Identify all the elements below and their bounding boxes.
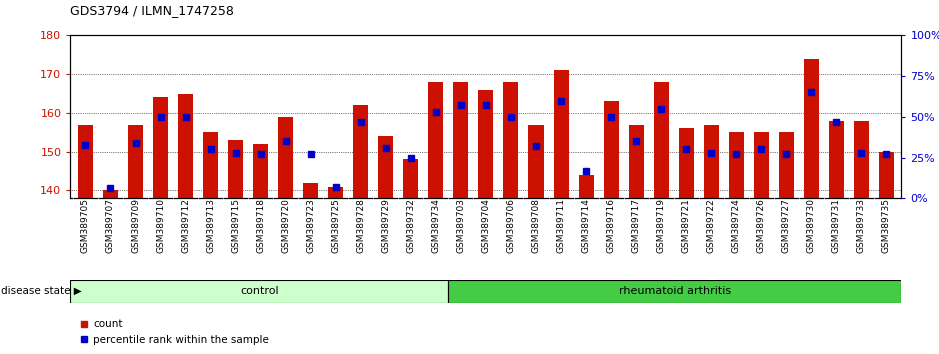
Bar [228,140,243,198]
Bar [829,121,844,198]
Text: GSM389706: GSM389706 [506,198,516,253]
Bar [654,82,669,198]
Bar [378,136,393,198]
Legend: count, percentile rank within the sample: count, percentile rank within the sample [76,315,273,349]
Text: GSM389728: GSM389728 [356,198,365,253]
Bar [278,117,293,198]
Text: GSM389708: GSM389708 [531,198,541,253]
Text: GSM389723: GSM389723 [306,198,316,253]
Text: GSM389714: GSM389714 [581,198,591,253]
Text: GSM389709: GSM389709 [131,198,140,253]
Bar [479,90,493,198]
Text: control: control [240,286,279,296]
Text: GSM389729: GSM389729 [381,198,391,253]
Text: rheumatoid arthritis: rheumatoid arthritis [619,286,731,296]
Text: GSM389710: GSM389710 [156,198,165,253]
Text: GSM389703: GSM389703 [456,198,466,253]
Bar [428,82,443,198]
Bar [729,132,744,198]
Bar [329,187,344,198]
Bar [448,280,901,303]
Text: GSM389718: GSM389718 [256,198,265,253]
Text: GSM389722: GSM389722 [707,198,716,253]
Text: GSM389727: GSM389727 [782,198,791,253]
Text: GSM389734: GSM389734 [431,198,440,253]
Bar [70,280,448,303]
Text: GSM389724: GSM389724 [731,198,741,253]
Text: GSM389726: GSM389726 [757,198,766,253]
Text: GSM389720: GSM389720 [281,198,290,253]
Text: disease state ▶: disease state ▶ [1,286,82,296]
Text: GSM389731: GSM389731 [832,198,840,253]
Text: GSM389717: GSM389717 [632,198,640,253]
Bar [78,125,93,198]
Text: GSM389719: GSM389719 [656,198,666,253]
Text: GSM389730: GSM389730 [807,198,816,253]
Bar [103,190,118,198]
Text: GSM389715: GSM389715 [231,198,240,253]
Bar [503,82,518,198]
Text: GSM389712: GSM389712 [181,198,190,253]
Bar [628,125,643,198]
Text: GSM389705: GSM389705 [81,198,90,253]
Text: GSM389704: GSM389704 [482,198,490,253]
Text: GDS3794 / ILMN_1747258: GDS3794 / ILMN_1747258 [70,4,235,17]
Text: GSM389735: GSM389735 [882,198,891,253]
Text: GSM389707: GSM389707 [106,198,115,253]
Bar [353,105,368,198]
Text: GSM389711: GSM389711 [557,198,565,253]
Bar [454,82,469,198]
Bar [854,121,869,198]
Bar [604,101,619,198]
Bar [553,70,568,198]
Text: GSM389721: GSM389721 [682,198,691,253]
Text: GSM389716: GSM389716 [607,198,616,253]
Bar [578,175,593,198]
Bar [754,132,769,198]
Text: GSM389725: GSM389725 [331,198,340,253]
Bar [203,132,218,198]
Text: GSM389733: GSM389733 [857,198,866,253]
Text: GSM389713: GSM389713 [206,198,215,253]
Bar [153,97,168,198]
Bar [254,144,269,198]
Bar [404,159,419,198]
Bar [128,125,143,198]
Bar [178,93,193,198]
Bar [778,132,793,198]
Bar [529,125,544,198]
Bar [703,125,718,198]
Bar [303,183,318,198]
Bar [879,152,894,198]
Text: GSM389732: GSM389732 [407,198,415,253]
Bar [679,129,694,198]
Bar [804,59,819,198]
